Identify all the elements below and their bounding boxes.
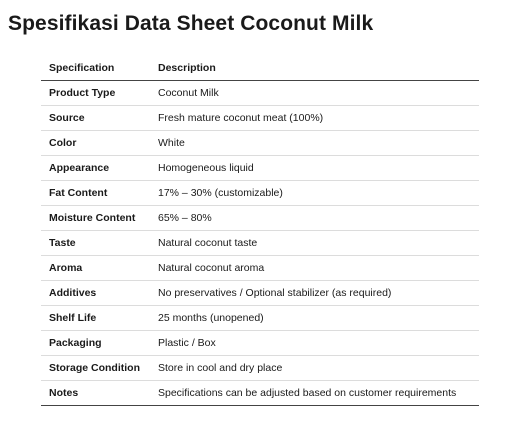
spec-label: Shelf Life	[41, 305, 150, 331]
spec-value: Store in cool and dry place	[150, 355, 479, 381]
spec-value: Natural coconut aroma	[150, 255, 479, 281]
spec-label: Storage Condition	[41, 355, 150, 381]
spec-value: No preservatives / Optional stabilizer (…	[150, 280, 479, 306]
spec-label: Notes	[41, 380, 150, 406]
table-row: Shelf Life 25 months (unopened)	[41, 305, 479, 331]
spec-value: Plastic / Box	[150, 330, 479, 356]
spec-label: Packaging	[41, 330, 150, 356]
table-row: Product Type Coconut Milk	[41, 80, 479, 106]
spec-value: Specifications can be adjusted based on …	[150, 380, 479, 406]
table-row: Color White	[41, 130, 479, 156]
spec-label: Fat Content	[41, 180, 150, 206]
table-row: Taste Natural coconut taste	[41, 230, 479, 256]
table-row: Moisture Content 65% – 80%	[41, 205, 479, 231]
spec-value: Fresh mature coconut meat (100%)	[150, 105, 479, 131]
spec-value: 65% – 80%	[150, 205, 479, 231]
column-header-specification: Specification	[41, 56, 150, 81]
spec-label: Source	[41, 105, 150, 131]
table-row: Packaging Plastic / Box	[41, 330, 479, 356]
spec-label: Appearance	[41, 155, 150, 181]
table-row: Additives No preservatives / Optional st…	[41, 280, 479, 306]
spec-label: Taste	[41, 230, 150, 256]
spec-label: Product Type	[41, 80, 150, 106]
spec-label: Color	[41, 130, 150, 156]
spec-value: Natural coconut taste	[150, 230, 479, 256]
spec-value: Coconut Milk	[150, 80, 479, 106]
table-row: Appearance Homogeneous liquid	[41, 155, 479, 181]
table-row: Notes Specifications can be adjusted bas…	[41, 380, 479, 406]
spec-label: Additives	[41, 280, 150, 306]
spec-label: Aroma	[41, 255, 150, 281]
table-row: Storage Condition Store in cool and dry …	[41, 355, 479, 381]
column-header-description: Description	[150, 56, 479, 81]
table-row: Fat Content 17% – 30% (customizable)	[41, 180, 479, 206]
page-title: Spesifikasi Data Sheet Coconut Milk	[8, 12, 374, 35]
table-header-row: Specification Description	[41, 56, 479, 81]
spec-value: White	[150, 130, 479, 156]
table-row: Aroma Natural coconut aroma	[41, 255, 479, 281]
spec-value: 17% – 30% (customizable)	[150, 180, 479, 206]
spec-value: 25 months (unopened)	[150, 305, 479, 331]
spec-label: Moisture Content	[41, 205, 150, 231]
spec-value: Homogeneous liquid	[150, 155, 479, 181]
table-row: Source Fresh mature coconut meat (100%)	[41, 105, 479, 131]
spec-table: Specification Description Product Type C…	[41, 56, 479, 406]
